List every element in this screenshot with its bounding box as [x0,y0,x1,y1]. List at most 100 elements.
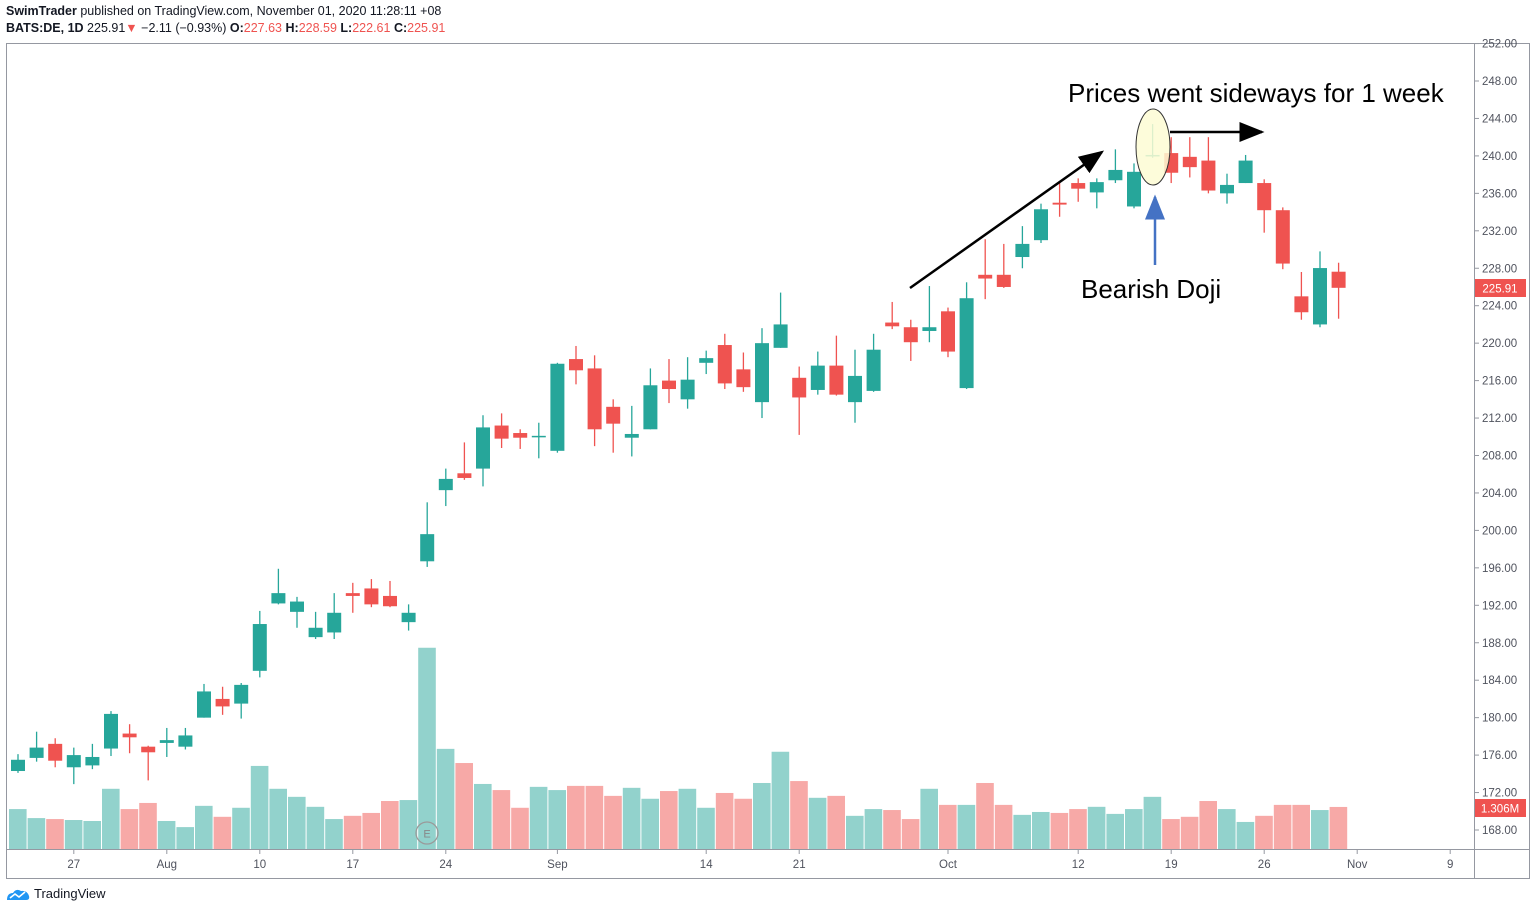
candle[interactable] [11,754,25,773]
candle-body [308,627,323,638]
tradingview-footer[interactable]: TradingView [6,886,106,901]
candle[interactable] [1015,226,1030,269]
candle[interactable] [848,349,862,423]
candle[interactable] [624,405,639,457]
candle[interactable] [420,502,435,567]
candle[interactable] [1238,154,1253,184]
candle[interactable] [736,352,751,392]
volume-bar [157,820,176,849]
candle[interactable] [327,593,342,640]
candle-body [1089,182,1104,193]
candle[interactable] [215,686,230,715]
candle[interactable] [1201,137,1216,194]
candle[interactable] [1071,178,1086,202]
candle-body [1238,160,1253,184]
volume-bar [176,827,194,849]
candle[interactable] [513,429,528,449]
candle[interactable] [885,301,900,330]
candle[interactable] [141,745,156,781]
candle[interactable] [978,239,993,300]
candle[interactable] [85,743,100,770]
candle[interactable] [1331,262,1346,319]
candle[interactable] [1127,163,1141,209]
volume-bar [381,801,399,849]
candle[interactable] [178,727,193,750]
candle[interactable] [383,580,397,608]
volume-bar [846,815,864,849]
volume-bar [455,763,473,849]
candle[interactable] [829,335,844,396]
tradingview-logo-icon [7,889,30,900]
candle[interactable] [792,366,807,435]
candle[interactable] [550,362,565,453]
candle[interactable] [457,442,472,480]
candle[interactable] [569,345,583,385]
candle-body [717,345,732,384]
candle[interactable] [476,415,490,487]
candle[interactable] [1089,178,1104,209]
candle[interactable] [345,582,360,613]
volume-bar [660,791,678,849]
candle[interactable] [903,319,918,361]
candle[interactable] [717,333,732,390]
candle-body [476,427,490,469]
annotations: Prices went sideways for 1 week Bearish … [909,78,1445,304]
candle[interactable] [494,413,509,449]
candle[interactable] [810,351,825,395]
candle[interactable] [197,683,211,718]
x-tick-label: 12 [1072,859,1085,871]
candle[interactable] [587,355,602,447]
volume-bar [715,792,734,849]
candle[interactable] [122,724,137,754]
candle[interactable] [29,731,44,762]
candle[interactable] [308,611,323,640]
candle[interactable] [438,468,453,507]
candle[interactable] [755,328,769,419]
candle-body [48,743,63,761]
y-tick-label: 200.00 [1482,525,1517,537]
candle[interactable] [996,243,1011,288]
candle-body [1108,169,1123,181]
candle[interactable] [1108,149,1123,184]
volume-bar [250,765,269,849]
candle[interactable] [866,333,881,392]
candle[interactable] [959,282,974,390]
candle[interactable] [699,350,714,375]
earnings-marker[interactable]: E [415,821,439,845]
candle[interactable] [234,683,249,719]
candle[interactable] [680,357,695,409]
candle[interactable] [773,292,788,348]
volume-bar [883,810,901,849]
candle[interactable] [531,422,546,459]
candle[interactable] [252,610,267,678]
candle[interactable] [1034,203,1048,243]
candle[interactable] [662,359,676,404]
last-price-text: 225.91 [1482,284,1517,296]
candle[interactable] [48,738,63,768]
candle[interactable] [643,368,658,430]
candle[interactable] [104,711,118,757]
symbol[interactable]: BATS:DE, 1D [6,21,84,35]
candle[interactable] [1220,173,1234,204]
candle[interactable] [1294,271,1309,320]
candle-body [941,311,955,352]
x-tick-label: Oct [939,859,958,871]
last-price: 225.91 [87,21,126,35]
candle[interactable] [1313,251,1327,328]
candle[interactable] [941,307,955,358]
candle[interactable] [1275,207,1290,270]
candle[interactable] [159,727,174,757]
candle[interactable] [1182,137,1197,178]
candle[interactable] [401,604,416,631]
candle[interactable] [922,286,937,343]
candle-body [383,595,397,607]
candle[interactable] [1257,179,1272,233]
candle[interactable] [271,568,286,605]
candle[interactable] [290,596,304,628]
candle[interactable] [1052,183,1067,217]
volume-bar [474,783,492,849]
candle[interactable] [606,399,621,453]
candle[interactable] [66,747,81,785]
candle[interactable] [364,579,379,608]
